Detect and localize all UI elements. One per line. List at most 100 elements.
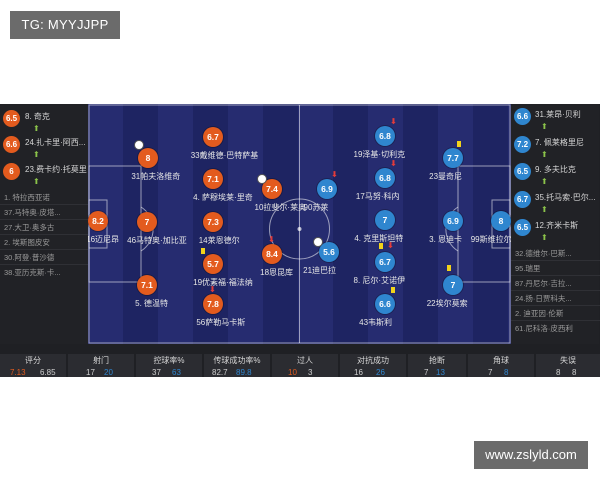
yellow-card-icon [379,243,383,249]
stat-home-value: 17 [86,368,95,377]
stat-home-value: 10 [288,368,297,377]
sub-player-name: 12.齐米卡斯 [535,221,579,230]
player-name: 56萨勒马卡斯 [196,318,246,327]
player-name: 16迈尼昂 [88,235,120,244]
player-name: 5. 德温特 [135,299,169,308]
stat-label: 传球成功率% [213,356,261,365]
stat-errors: 失误 8 8 [536,354,600,377]
sub-player-name: 31.莱昂·贝利 [535,110,581,119]
away-bench-item[interactable]: 32.德维尔·巴斯... [515,249,572,258]
stat-home-value: 8 [556,368,561,377]
player-name: 23曼奇尼 [429,172,463,181]
stat-duels-won: 对抗成功 16 26 [340,354,406,377]
stat-away-value: 8 [572,368,577,377]
rating-badge: 5.6 [319,242,339,262]
home-bench-item[interactable]: 27.大卫·奥多古 [4,223,55,232]
sub-in-arrow-icon: ⬆ [33,177,40,186]
stat-rating: 评分 7.13 6.85 [0,354,66,377]
rating-badge: 8 [491,211,511,231]
away-sub-item[interactable]: 7.2 7. 佩莱格里尼 ⬆ [511,135,600,159]
divider [511,305,600,306]
player-name: 14莱恩德尔 [198,236,240,245]
player-name: 3. 恩迪卡 [429,235,463,244]
stat-away-value: 63 [172,368,181,377]
sub-in-arrow-icon: ⬆ [33,124,40,133]
stat-label: 抢断 [429,356,445,365]
away-sub-item[interactable]: 6.6 31.莱昂·贝利 ⬆ [511,107,600,131]
stat-label: 失误 [560,356,576,365]
rating-badge: 6 [3,163,20,180]
stat-label: 对抗成功 [357,356,389,365]
home-bench-item[interactable]: 37.马特奥·皮塔... [4,208,61,217]
stat-label: 角球 [493,356,509,365]
rating-badge: 7.1 [137,275,157,295]
rating-badge: 6.5 [3,110,20,127]
football-pitch: 8.2 16迈尼昂 8 31帕夫洛维奇 7 46马特奥·加比亚 7.1 5. 德… [88,104,511,344]
divider [511,320,600,321]
stat-home-value: 7 [424,368,429,377]
yellow-card-icon [447,265,451,271]
rating-badge: 7.8 [203,294,223,314]
yellow-card-icon [457,141,461,147]
divider [0,264,88,265]
sub-in-arrow-icon: ⬆ [541,177,548,186]
away-sub-item[interactable]: 6.7 35.托马索·巴尔... ⬆ [511,190,600,214]
home-bench-item[interactable]: 2. 埃斯图皮安 [4,238,50,247]
player-name: 90苏莱 [303,203,329,212]
home-subs-column: 6.5 8. 奇克 ⬆ 6.6 24.扎卡里·阿西... ⬆ 6 23.费卡约·… [0,104,88,344]
rating-badge: 5.7 [203,254,223,274]
player-name: 8. 尼尔·艾诺伊 [353,276,406,285]
stat-away-value: 8 [504,368,509,377]
sub-off-arrow-icon: ⬇ [209,285,216,294]
rating-badge: 6.6 [375,294,395,314]
away-bench-item[interactable]: 2. 迪亚因·伦斯 [515,309,564,318]
stat-home-value: 7 [488,368,493,377]
rating-badge: 6.5 [514,163,531,180]
home-bench-item[interactable]: 1. 特拉西亚诺 [4,193,50,202]
away-bench-item[interactable]: 61.尼科洛·皮西利 [515,324,573,333]
home-sub-item[interactable]: 6.5 8. 奇克 ⬆ [0,109,88,133]
rating-badge: 6.8 [375,126,395,146]
player-name: 46马特奥·加比亚 [127,236,187,245]
rating-badge: 7 [375,210,395,230]
away-bench-item[interactable]: 24.扬·日贾科夫... [515,294,572,303]
stat-pass-accuracy: 传球成功率% 82.7 89.8 [204,354,270,377]
divider [511,275,600,276]
sub-in-arrow-icon: ⬆ [33,150,40,159]
match-stats-bar: 评分 7.13 6.85 射门 17 20 控球率% 37 63 传球成功率% … [0,354,600,377]
sub-in-arrow-icon: ⬆ [541,122,548,131]
sub-player-name: 7. 佩莱格里尼 [535,138,584,147]
away-sub-item[interactable]: 6.5 12.齐米卡斯 ⬆ [511,218,600,242]
rating-badge: 7 [443,275,463,295]
rating-badge: 8.2 [88,211,108,231]
away-subs-column: 6.6 31.莱昂·贝利 ⬆ 7.2 7. 佩莱格里尼 ⬆ 6.5 9. 多夫比… [511,104,600,344]
rating-badge: 7.2 [514,136,531,153]
stat-label: 控球率% [153,356,185,365]
sub-player-name: 23.费卡约·托莫里 [25,165,87,174]
rating-badge: 8.4 [262,244,282,264]
stat-away-value: 89.8 [236,368,252,377]
player-name: 21迪巴拉 [303,266,337,275]
home-sub-item[interactable]: 6.6 24.扎卡里·阿西... ⬆ [0,135,88,159]
home-bench-item[interactable]: 30.阿登·普沙德 [4,253,55,262]
stat-label: 过人 [297,356,313,365]
rating-badge: 7 [137,212,157,232]
stat-label: 射门 [93,356,109,365]
away-bench-item[interactable]: 87.丹尼尔·吉拉... [515,279,572,288]
sub-in-arrow-icon: ⬆ [541,150,548,159]
stat-home-value: 37 [152,368,161,377]
player-name: 43韦斯利 [359,318,393,327]
stat-away-value: 26 [376,368,385,377]
home-bench-item[interactable]: 38.亚历克斯·卡... [4,268,61,277]
rating-badge: 6.9 [317,179,337,199]
away-bench-item[interactable]: 95.瑞里 [515,264,541,273]
stat-home-value: 16 [354,368,363,377]
stat-possession: 控球率% 37 63 [136,354,202,377]
rating-badge: 6.8 [375,168,395,188]
player-name: 17马努·科内 [355,192,400,201]
stat-dribbles: 过人 10 3 [272,354,338,377]
away-sub-item[interactable]: 6.5 9. 多夫比克 ⬆ [511,162,600,186]
home-sub-item[interactable]: 6 23.费卡约·托莫里 ⬆ [0,162,88,186]
yellow-card-icon [201,248,205,254]
player-name: 99斯维拉尔 [470,235,511,244]
